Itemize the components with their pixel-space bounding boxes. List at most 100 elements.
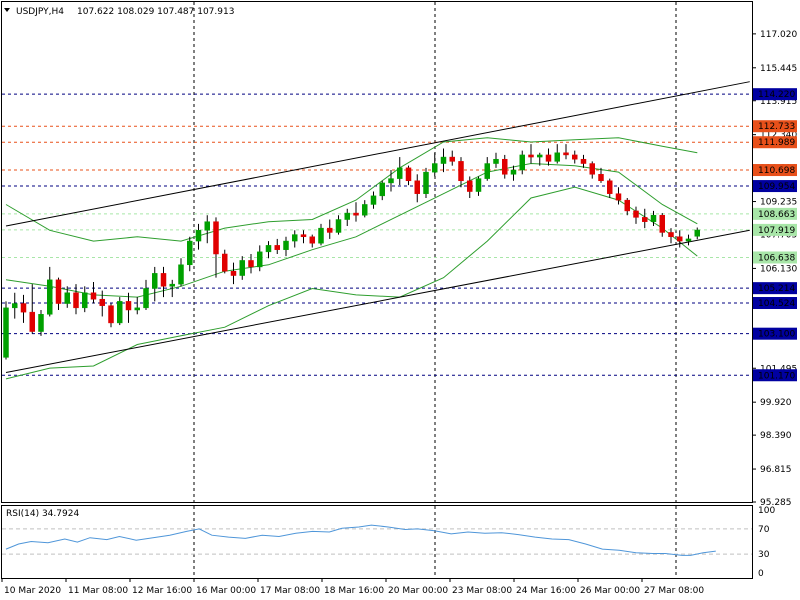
candle-body (73, 292, 79, 309)
level-label-text: 108.663 (758, 210, 795, 220)
time-tick-label: 18 Mar 16:00 (324, 586, 384, 596)
time-tick-label: 20 Mar 00:00 (388, 586, 448, 596)
candle-body (650, 214, 657, 222)
level-label-text: 104.524 (758, 299, 795, 309)
candle-body (125, 301, 132, 311)
price-tick-label: 117.020 (760, 30, 797, 40)
candle-body (195, 230, 202, 242)
symbol-timeframe: USDJPY,H4 (16, 7, 64, 17)
time-axis[interactable]: 10 Mar 2020 11 Mar 08:00 12 Mar 16:00 16 Ma… (1, 578, 704, 596)
level-label-bg (753, 282, 797, 295)
candle-body (458, 161, 464, 182)
candle-body (528, 154, 534, 158)
candle-body (572, 154, 578, 160)
candle-body (694, 229, 700, 237)
rsi-axis: 100 70 30 0 (758, 506, 775, 579)
time-tick-label: 11 Mar 08:00 (68, 586, 128, 596)
triangle-down-icon[interactable] (4, 8, 10, 12)
price-tick-label: 115.445 (760, 64, 797, 74)
candle-body (99, 298, 105, 306)
level-label-bg (753, 164, 797, 177)
candle-body (685, 238, 692, 242)
candle-body (248, 260, 254, 268)
price-tick-label: 96.815 (760, 465, 792, 475)
level-label-text: 105.214 (758, 284, 795, 294)
candle-body (388, 178, 394, 184)
level-label-text: 103.100 (758, 330, 795, 340)
candle-body (668, 232, 674, 238)
candle-body (204, 221, 210, 231)
candle-body (537, 154, 543, 158)
candle-body (134, 307, 140, 311)
chart-header[interactable]: USDJPY,H4 107.622 108.029 107.487 107.91… (4, 7, 234, 17)
main-pane-frame (1, 1, 753, 503)
rsi-line-layer (2, 524, 752, 556)
candle-body (642, 217, 648, 222)
candle-body (169, 283, 175, 287)
price-tick-label: 99.920 (760, 398, 792, 408)
candle-body (502, 158, 508, 175)
level-label-text: 112.733 (758, 122, 795, 132)
candle-body (510, 169, 517, 175)
price-tick-label: 95.285 (760, 498, 792, 508)
candle-body (29, 311, 35, 332)
candle-body (230, 270, 237, 276)
rsi-tick-label: 0 (758, 569, 764, 579)
time-tick-label: 23 Mar 08:00 (452, 586, 512, 596)
candle-body (353, 212, 359, 216)
time-tick-label: 24 Mar 16:00 (516, 586, 576, 596)
candle-body (362, 204, 368, 216)
rsi-pane[interactable]: RSI(14) 34.7924 100 70 30 0 (1, 505, 776, 580)
level-labels: 114.220 112.733 111.989 110.698 109.954 108.6… (753, 88, 797, 382)
candle-body (38, 314, 44, 332)
candle-body (423, 171, 429, 194)
level-label-text: 114.220 (758, 90, 795, 100)
level-label-bg (753, 136, 797, 149)
ohlc-values: 107.622 108.029 107.487 107.913 (77, 7, 234, 17)
candle-body (370, 195, 377, 205)
candle-body (90, 292, 97, 300)
candle-body (222, 253, 228, 272)
level-label-text: 101.170 (758, 371, 795, 381)
candle-body (117, 301, 123, 324)
candle-body (624, 199, 630, 212)
time-tick-label: 26 Mar 00:00 (580, 586, 640, 596)
candle-body (589, 163, 595, 175)
candle-body (519, 154, 525, 171)
level-label-bg (753, 251, 797, 264)
candle-body (309, 236, 315, 244)
rsi-tick-label: 30 (758, 550, 770, 560)
level-label-bg (753, 88, 797, 101)
candle-body (108, 305, 114, 324)
candle-body (160, 273, 167, 287)
candle-body (449, 156, 455, 162)
candle-body (335, 219, 342, 233)
candle-body (677, 236, 683, 242)
candles (3, 144, 700, 360)
time-tick-label: 27 Mar 08:00 (644, 586, 704, 596)
candle-body (12, 303, 18, 309)
candle-body (20, 303, 27, 313)
time-tick-label: 10 Mar 2020 (4, 586, 61, 596)
level-label-text: 110.698 (758, 166, 795, 176)
time-tick-label: 16 Mar 00:00 (196, 586, 256, 596)
main-pane[interactable]: 117.020115.445113.915112.340110.810109.2… (1, 1, 798, 579)
level-label-text: 106.638 (758, 253, 795, 263)
candle-body (580, 158, 587, 164)
price-tick-label: 98.390 (760, 431, 792, 441)
candle-body (633, 210, 639, 218)
channel-upper-line (5, 81, 750, 227)
candle-body (554, 152, 560, 162)
candle-body (379, 182, 385, 197)
level-label-bg (753, 327, 797, 340)
bollinger-lower-line (5, 186, 698, 380)
candle-body (239, 260, 245, 276)
candle-body (467, 180, 473, 192)
candle-body (475, 178, 482, 192)
level-label-bg (753, 297, 797, 310)
candle-body (327, 227, 333, 233)
candle-body (300, 234, 307, 238)
rsi-line (5, 524, 716, 556)
price-tick-label: 109.235 (760, 198, 797, 208)
